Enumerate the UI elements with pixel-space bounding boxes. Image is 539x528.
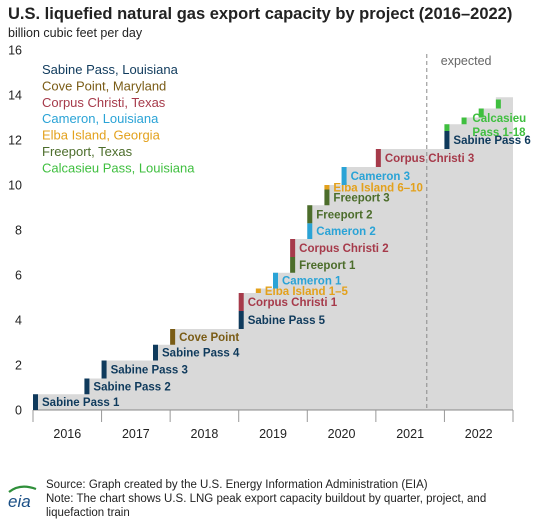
step-bar-sabine-pass-6 <box>444 131 450 149</box>
y-tick-label-4: 4 <box>15 314 22 328</box>
x-tick-label-2019: 2019 <box>259 427 287 441</box>
step-label-cameron-3: Cameron 3 <box>351 171 410 183</box>
y-tick-label-2: 2 <box>15 359 22 373</box>
step-bar-sabine-pass-4 <box>153 344 158 361</box>
step-bar-sabine-pass-2 <box>84 378 90 395</box>
step-label-corpus-christi-2: Corpus Christi 2 <box>299 243 388 255</box>
step-label-freeport-2: Freeport 2 <box>316 209 372 221</box>
x-tick-label-2020: 2020 <box>328 427 356 441</box>
legend-cove-point-maryland: Cove Point, Maryland <box>42 78 166 93</box>
step-bar-elba-island-1-5 <box>255 288 261 293</box>
step-bar-cove-point <box>170 329 176 345</box>
step-bar-corpus-christi-3 <box>375 149 381 167</box>
step-label-sabine-pass-4: Sabine Pass 4 <box>162 348 240 360</box>
step-label-elba-island-1-5: Elba Island 1–5 <box>265 286 349 298</box>
step-bar-freeport-3 <box>324 189 330 206</box>
calcasieu-label-line-2: Pass 1-18 <box>472 127 526 139</box>
step-label-freeport-3: Freeport 3 <box>333 192 389 204</box>
step-bar-sabine-pass-3 <box>101 360 107 379</box>
y-tick-label-16: 16 <box>8 44 22 58</box>
step-label-sabine-pass-5: Sabine Pass 5 <box>248 315 326 327</box>
legend-calcasieu-pass-louisiana: Calcasieu Pass, Louisiana <box>42 160 195 175</box>
y-tick-label-14: 14 <box>8 89 22 103</box>
x-tick-label-2022: 2022 <box>465 427 493 441</box>
chart-title: U.S. liquefied natural gas export capaci… <box>8 5 513 23</box>
footer-source: Source: Graph created by the U.S. Energy… <box>46 478 534 520</box>
y-tick-label-10: 10 <box>8 179 22 193</box>
step-bar-calcasieu-21 <box>495 99 501 109</box>
eia-logo-text: eia <box>8 492 31 510</box>
y-tick-label-6: 6 <box>15 269 22 283</box>
step-bar-calcasieu-19 <box>461 117 467 125</box>
legend-freeport-texas: Freeport, Texas <box>42 144 133 159</box>
step-label-cove-point: Cove Point <box>179 332 239 344</box>
step-bar-elba-island-6-10 <box>324 185 330 190</box>
step-bar-sabine-pass-1 <box>33 394 38 410</box>
step-bar-calcasieu-18 <box>444 124 450 131</box>
x-tick-label-2018: 2018 <box>191 427 219 441</box>
capacity-area <box>33 97 513 410</box>
step-label-sabine-pass-3: Sabine Pass 3 <box>111 365 188 377</box>
y-tick-label-12: 12 <box>8 134 22 148</box>
step-label-sabine-pass-1: Sabine Pass 1 <box>42 397 120 409</box>
step-label-elba-island-6-10: Elba Island 6–10 <box>333 182 423 194</box>
step-label-cameron-2: Cameron 2 <box>316 226 375 238</box>
note-text: Note: The chart shows U.S. LNG peak expo… <box>46 493 487 519</box>
step-bar-freeport-2 <box>307 205 313 224</box>
step-bar-sabine-pass-5 <box>238 311 244 329</box>
chart-subtitle: billion cubic feet per day <box>8 26 143 40</box>
step-bar-cameron-1 <box>273 272 278 289</box>
x-tick-label-2016: 2016 <box>53 427 81 441</box>
y-tick-label-0: 0 <box>15 404 22 418</box>
legend-corpus-christi-texas: Corpus Christi, Texas <box>42 95 166 110</box>
calcasieu-label-line-1: Calcasieu <box>472 113 526 125</box>
legend-sabine-pass-louisiana: Sabine Pass, Louisiana <box>42 62 179 77</box>
legend-cameron-louisiana: Cameron, Louisiana <box>42 111 159 126</box>
x-tick-label-2017: 2017 <box>122 427 150 441</box>
step-bar-freeport-1 <box>290 257 296 273</box>
step-label-cameron-1: Cameron 1 <box>282 276 342 288</box>
source-text: Source: Graph created by the U.S. Energy… <box>46 479 428 491</box>
x-tick-label-2021: 2021 <box>396 427 424 441</box>
chart: 0 2 4 6 8 10 12 14 16 2016 2017 2018 2019 2020 2021 202… <box>8 44 531 442</box>
step-label-sabine-pass-6: Sabine Pass 6 <box>453 135 530 147</box>
step-bar-cameron-3 <box>341 167 347 185</box>
step-bar-corpus-christi-1 <box>238 293 244 311</box>
expected-label: expected <box>441 54 492 68</box>
step-label-sabine-pass-2: Sabine Pass 2 <box>93 381 170 393</box>
step-label-corpus-christi-1: Corpus Christi 1 <box>248 297 338 309</box>
eia-logo-icon: eia <box>8 485 37 510</box>
step-label-freeport-1: Freeport 1 <box>299 260 356 272</box>
step-label-corpus-christi-3: Corpus Christi 3 <box>385 153 474 165</box>
y-tick-label-8: 8 <box>15 224 22 238</box>
step-bar-cameron-2 <box>307 223 313 239</box>
legend-elba-island-georgia: Elba Island, Georgia <box>42 128 161 143</box>
step-bar-corpus-christi-2 <box>290 239 296 257</box>
step-bar-calcasieu-20 <box>478 108 484 118</box>
